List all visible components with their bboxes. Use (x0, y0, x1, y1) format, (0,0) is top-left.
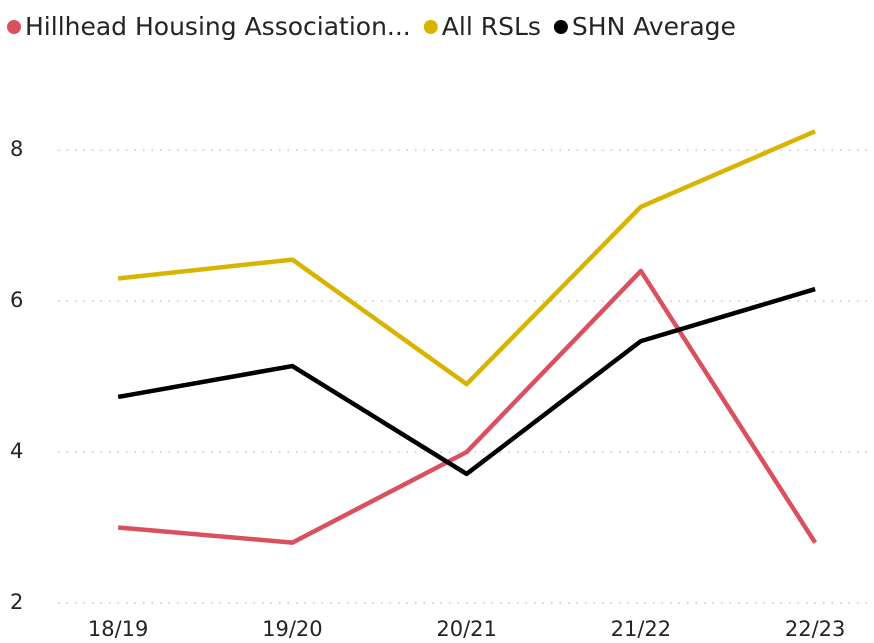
x-tick-label: 20/21 (436, 617, 497, 641)
x-tick-label: 22/23 (785, 617, 846, 641)
legend-label: SHN Average (572, 12, 736, 41)
y-tick-label: 6 (10, 288, 23, 312)
series-line (117, 129, 817, 387)
legend-label: Hillhead Housing Association... (25, 12, 411, 41)
legend-marker (423, 20, 438, 34)
legend-marker (553, 20, 568, 34)
y-tick-label: 8 (10, 137, 23, 161)
y-tick-label: 2 (10, 590, 23, 614)
x-tick-label: 21/22 (611, 617, 672, 641)
legend-marker (7, 20, 21, 34)
y-tick-label: 4 (10, 439, 23, 463)
series-line (117, 286, 816, 477)
x-tick-label: 18/19 (88, 617, 149, 641)
legend-label: All RSLs (442, 12, 541, 41)
series-line (117, 268, 818, 545)
x-tick-label: 19/20 (262, 617, 323, 641)
